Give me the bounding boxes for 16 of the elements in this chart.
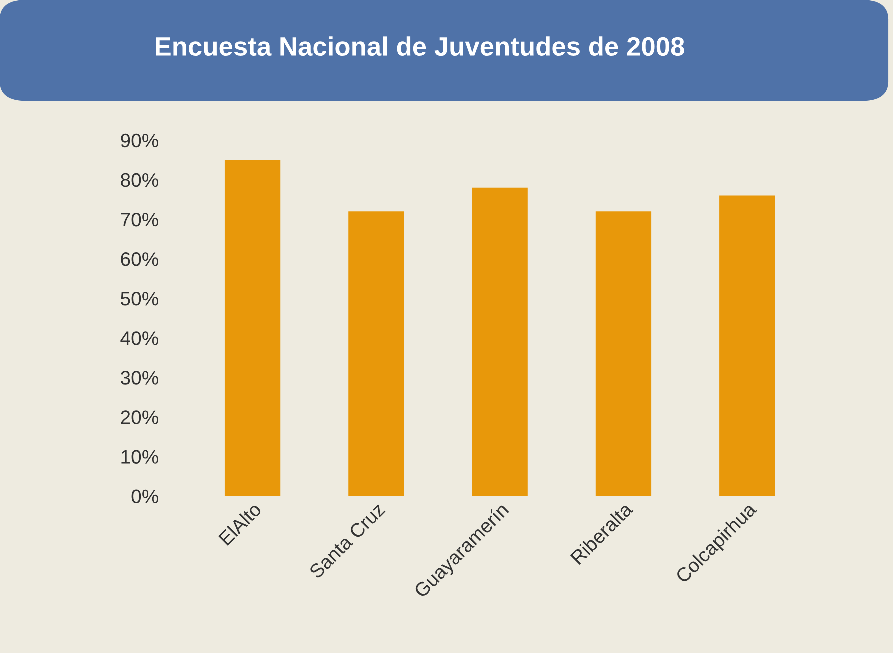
y-tick-label: 70% [121,212,158,227]
y-tick-label: 30% [120,371,158,385]
y-tick-label: 90% [121,134,158,148]
y-tick-label: 20% [121,410,158,424]
chart-title: Encuesta Nacional de Juventudes de 2008 [156,36,684,56]
bar [224,160,281,496]
bar [348,212,404,496]
y-tick-label: 40% [120,332,158,346]
y-tick-label: 0% [132,490,158,504]
bar [720,196,776,496]
y-tick-label: 50% [121,292,158,306]
y-tick-label: 60% [121,252,158,266]
bar [472,188,528,496]
y-tick-label: 80% [121,173,158,188]
y-tick-label: 10% [122,450,158,464]
bar [596,212,652,496]
